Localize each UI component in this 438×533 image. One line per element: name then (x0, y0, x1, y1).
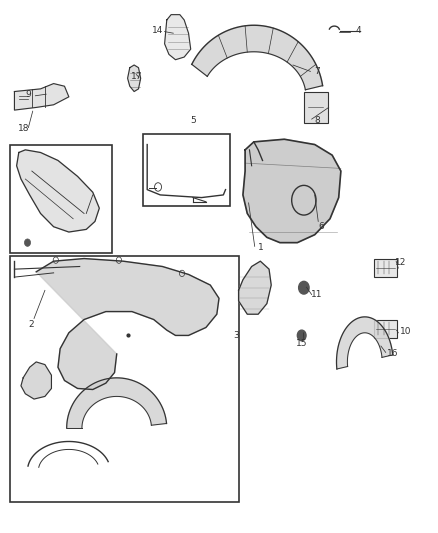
Text: 9: 9 (25, 90, 31, 99)
Text: 12: 12 (395, 258, 406, 266)
Text: 3: 3 (233, 331, 239, 340)
Polygon shape (67, 378, 166, 428)
Text: 17: 17 (131, 72, 142, 81)
Text: 8: 8 (314, 116, 320, 125)
Bar (374, 259, 397, 277)
Bar (374, 319, 397, 338)
Text: 10: 10 (399, 327, 411, 336)
Polygon shape (336, 317, 393, 369)
Text: 16: 16 (387, 350, 399, 359)
Text: 11: 11 (311, 290, 323, 299)
Text: 7: 7 (314, 67, 320, 76)
Polygon shape (127, 65, 141, 92)
Polygon shape (165, 14, 191, 60)
Circle shape (299, 281, 309, 294)
Circle shape (25, 239, 31, 246)
Polygon shape (14, 84, 69, 110)
Text: 2: 2 (28, 320, 34, 329)
Bar (143, 134, 230, 206)
Polygon shape (21, 362, 51, 399)
Polygon shape (243, 139, 341, 243)
Circle shape (297, 330, 306, 341)
Text: 6: 6 (318, 222, 324, 231)
Polygon shape (192, 25, 323, 90)
Text: 1: 1 (258, 244, 263, 253)
Bar (10, 144, 113, 253)
Bar (10, 256, 239, 503)
Bar (304, 92, 328, 123)
Polygon shape (36, 259, 219, 390)
Text: 5: 5 (190, 116, 196, 125)
Text: 15: 15 (296, 339, 307, 348)
Text: 18: 18 (18, 124, 30, 133)
Polygon shape (17, 150, 99, 232)
Text: 4: 4 (356, 26, 361, 35)
Polygon shape (239, 261, 271, 314)
Text: 14: 14 (152, 26, 164, 35)
